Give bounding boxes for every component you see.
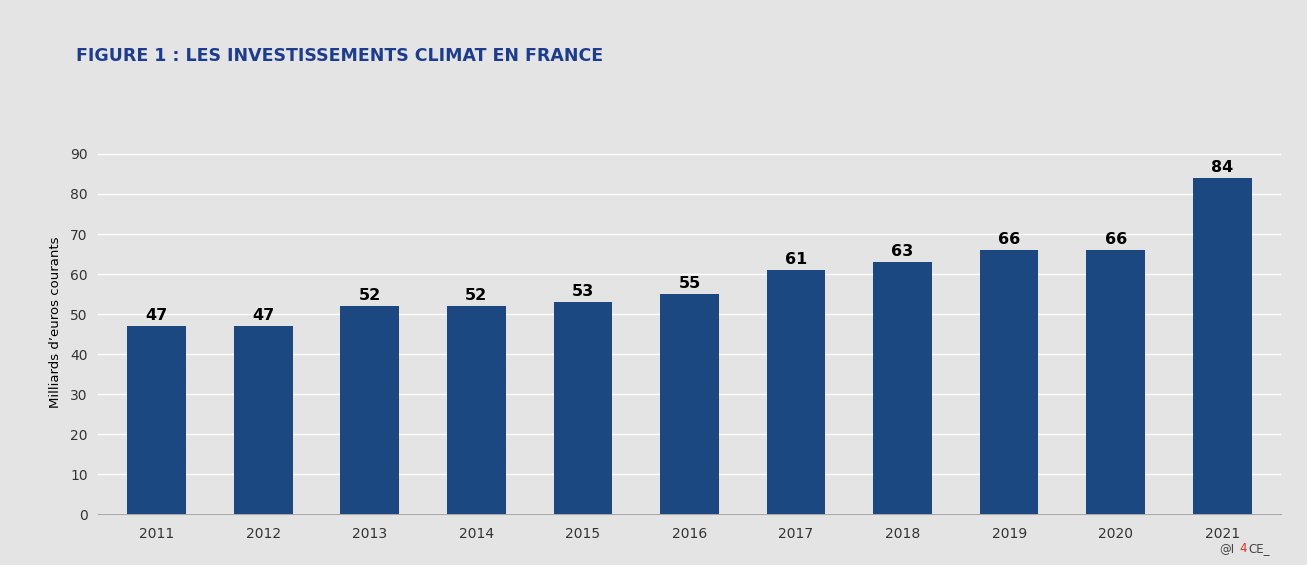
Text: 66: 66 xyxy=(1104,232,1127,247)
Bar xyxy=(1086,250,1145,514)
Bar xyxy=(980,250,1039,514)
Bar xyxy=(660,294,719,514)
Bar xyxy=(447,306,506,514)
Bar xyxy=(1193,178,1252,514)
Bar xyxy=(340,306,399,514)
Text: FIGURE 1 : LES INVESTISSEMENTS CLIMAT EN FRANCE: FIGURE 1 : LES INVESTISSEMENTS CLIMAT EN… xyxy=(76,47,603,65)
Text: 4: 4 xyxy=(1239,542,1247,555)
Bar xyxy=(554,302,612,514)
Text: 53: 53 xyxy=(571,284,593,299)
Text: 47: 47 xyxy=(145,308,167,323)
Text: 55: 55 xyxy=(678,276,701,291)
Y-axis label: Milliards d’euros courants: Milliards d’euros courants xyxy=(48,236,61,408)
Text: 84: 84 xyxy=(1212,160,1234,175)
Text: 52: 52 xyxy=(465,288,488,303)
Bar xyxy=(767,270,825,514)
Bar xyxy=(234,326,293,514)
Text: 52: 52 xyxy=(358,288,380,303)
Text: @I: @I xyxy=(1219,542,1235,555)
Bar xyxy=(127,326,186,514)
Text: 66: 66 xyxy=(999,232,1021,247)
Text: 61: 61 xyxy=(786,252,808,267)
Bar xyxy=(873,262,932,514)
Text: 47: 47 xyxy=(252,308,274,323)
Text: 63: 63 xyxy=(891,244,914,259)
Text: CE_: CE_ xyxy=(1248,542,1269,555)
